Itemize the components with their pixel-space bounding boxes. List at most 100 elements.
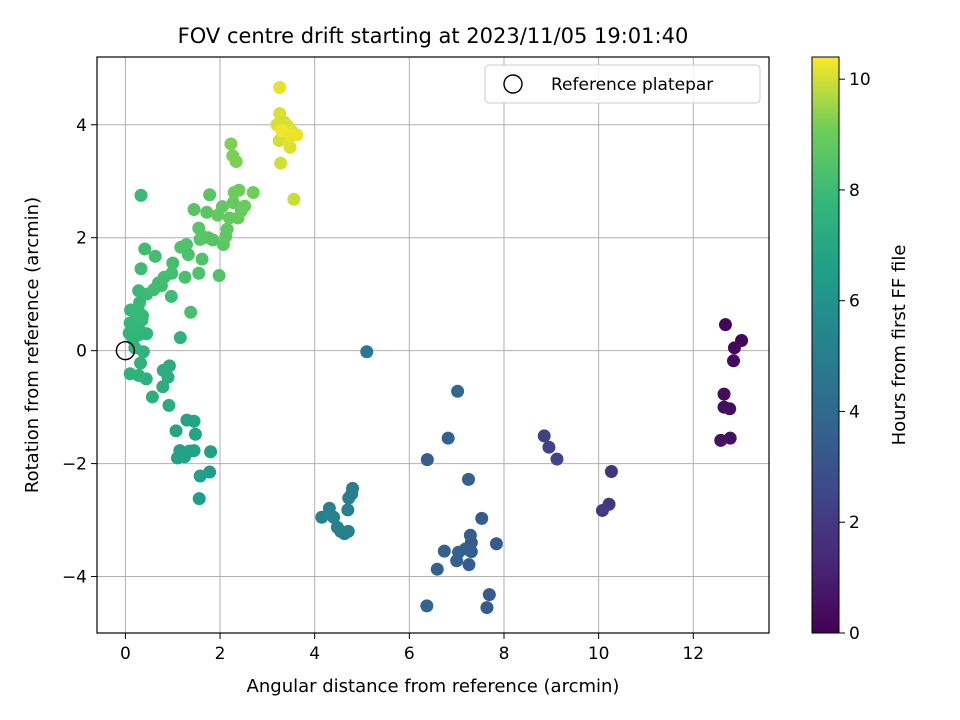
colorbar-tick-label: 0 [849,624,860,644]
data-point [123,367,137,381]
data-point [327,510,341,524]
data-point [714,433,728,447]
colorbar-tick-label: 4 [849,402,860,422]
data-point [727,354,741,368]
data-point [178,450,192,464]
data-point [156,363,170,377]
data-point [224,137,238,151]
data-point [192,266,206,280]
data-point [537,429,551,443]
data-point [246,186,260,200]
data-point [232,183,246,197]
data-point [542,440,556,454]
x-tick-label: 4 [309,644,320,664]
data-point [193,469,207,483]
y-axis-label: Rotation from reference (arcmin) [22,197,43,493]
data-point [595,503,609,517]
y-axis-ticks: −4 −2 0 2 4 [62,116,97,588]
colorbar-gradient [811,56,840,634]
chart-title: FOV centre drift starting at 2023/11/05 … [178,24,689,48]
data-point [156,380,170,394]
colorbar-ticks: 0 2 4 6 8 10 [839,70,871,644]
x-axis-ticks: 0 2 4 6 8 10 12 [120,633,704,664]
data-point [195,252,209,266]
x-tick-label: 12 [682,644,704,664]
y-tick-label: −4 [62,568,87,588]
data-point [206,233,220,247]
data-point [220,222,234,236]
colorbar: 0 2 4 6 8 10 Hours from first FF file [811,56,910,644]
data-point [420,453,434,467]
data-point [480,601,494,615]
data-point [723,402,737,416]
data-point [451,384,465,398]
y-tick-label: 0 [76,342,87,362]
legend-entry-label: Reference platepar [551,75,713,95]
data-point [273,80,287,94]
data-point [287,192,301,206]
data-point [462,558,476,572]
data-point [165,266,179,280]
data-point [345,487,359,501]
legend: Reference platepar [484,64,761,104]
data-point [215,200,229,214]
data-point [341,503,355,517]
data-point [145,390,159,404]
data-point [134,356,148,370]
colorbar-tick-label: 6 [849,292,860,312]
data-points [122,80,749,615]
data-point [122,326,136,340]
data-point [274,156,288,170]
legend-box [484,64,761,104]
data-point [179,237,193,251]
data-point [284,129,298,143]
data-point [360,345,374,359]
data-point [441,431,455,445]
reference-point-marker [115,340,136,361]
data-point [464,545,478,559]
data-point [140,327,154,341]
data-point [420,599,434,613]
data-point [166,256,180,270]
plot-frame [96,56,770,634]
data-point [184,305,198,319]
data-point [164,289,178,303]
data-point [717,387,731,401]
data-point [187,202,201,216]
data-point [727,341,741,355]
data-point [482,588,496,602]
data-point [315,510,329,524]
x-tick-label: 8 [499,644,510,664]
data-point [450,554,464,568]
x-tick-label: 2 [215,644,226,664]
grid-lines [97,57,769,633]
colorbar-tick-label: 10 [849,70,871,90]
data-point [604,464,618,478]
data-point [188,427,202,441]
colorbar-tick-label: 8 [849,181,860,201]
data-point [212,269,226,283]
data-point [173,331,187,345]
data-point [135,309,149,323]
data-point [341,524,355,538]
legend-marker-circle [503,74,523,94]
data-point [475,511,489,525]
y-tick-label: −2 [62,455,87,475]
data-point [195,229,209,243]
y-tick-label: 4 [76,116,87,136]
data-point [138,242,152,256]
data-point [226,196,240,210]
x-tick-label: 6 [404,644,415,664]
data-point [238,199,252,213]
data-point [169,424,183,438]
data-point [134,188,148,202]
data-point [187,444,201,458]
data-point [437,544,451,558]
colorbar-label: Hours from first FF file [889,245,910,446]
x-tick-label: 0 [120,644,131,664]
data-point [204,445,218,459]
data-point [461,472,475,486]
data-point [550,452,564,466]
x-axis-label: Angular distance from reference (arcmin) [247,676,620,697]
